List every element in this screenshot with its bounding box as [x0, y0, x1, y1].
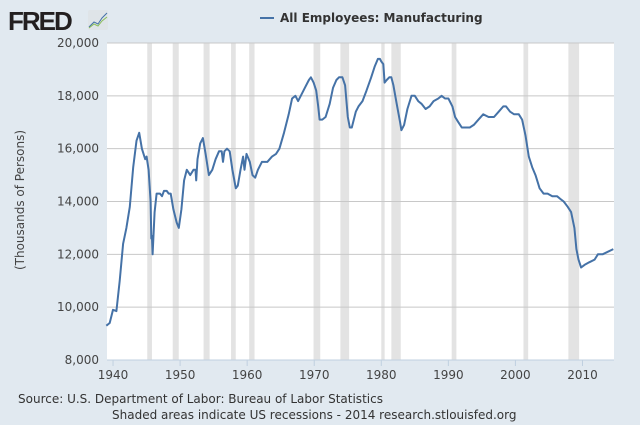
y-tick-label: 10,000 [57, 300, 99, 314]
legend-swatch [260, 17, 274, 19]
fred-logo-chart-icon [88, 10, 108, 30]
x-tick-label: 1940 [98, 368, 129, 382]
series-line [105, 57, 614, 327]
x-tick-label: 1970 [299, 368, 330, 382]
x-tick-label: 1990 [433, 368, 464, 382]
legend: All Employees: Manufacturing [260, 11, 483, 25]
fred-logo: FRED [8, 6, 73, 36]
y-tick-label: 20,000 [57, 36, 99, 50]
y-tick-label: 16,000 [57, 142, 99, 156]
x-tick-label: 1960 [232, 368, 263, 382]
legend-label: All Employees: Manufacturing [280, 11, 483, 25]
source-note: Source: U.S. Department of Labor: Bureau… [18, 392, 383, 406]
y-tick-label: 12,000 [57, 247, 99, 261]
y-tick-label: 14,000 [57, 195, 99, 209]
x-tick-label: 2000 [500, 368, 531, 382]
y-axis-label: (Thousands of Persons) [13, 130, 27, 270]
x-tick-label: 1980 [366, 368, 397, 382]
x-tick-label: 2010 [567, 368, 598, 382]
y-tick-label: 8,000 [65, 353, 99, 367]
x-tick-label: 1950 [165, 368, 196, 382]
y-tick-label: 18,000 [57, 89, 99, 103]
recession-note: Shaded areas indicate US recessions - 20… [112, 408, 517, 422]
